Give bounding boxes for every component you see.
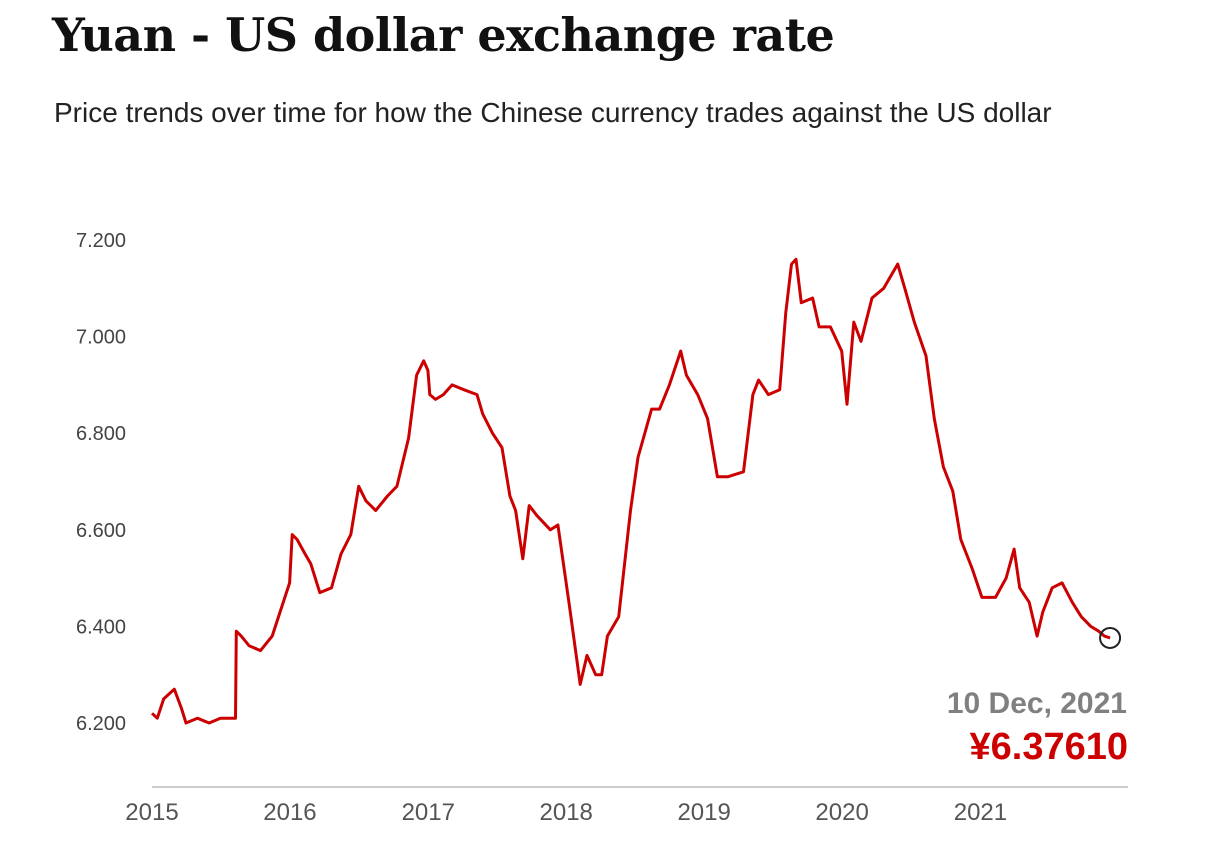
chart-subtitle: Price trends over time for how the Chine… (54, 97, 1052, 128)
x-tick-label: 2015 (125, 799, 178, 826)
y-tick-label: 6.400 (76, 616, 126, 638)
x-tick-label: 2016 (263, 799, 316, 826)
latest-value-label: ¥6.37610 (970, 726, 1129, 768)
y-tick-label: 7.000 (76, 327, 126, 349)
x-tick-label: 2017 (402, 799, 455, 826)
exchange-rate-line (150, 257, 1111, 725)
x-tick-label: 2018 (540, 799, 593, 826)
y-tick-label: 6.800 (76, 423, 126, 445)
y-tick-label: 7.200 (76, 230, 126, 252)
x-tick-label: 2021 (954, 799, 1007, 826)
x-axis-ticks: 2015 2016 2017 2018 2019 2020 2021 (125, 799, 1007, 826)
y-tick-label: 6.600 (76, 520, 126, 542)
x-tick-label: 2019 (677, 799, 730, 826)
y-axis-ticks: 6.200 6.400 6.600 6.800 7.000 7.200 (76, 230, 126, 735)
x-tick-label: 2020 (815, 799, 868, 826)
chart-title: Yuan - US dollar exchange rate (52, 8, 835, 62)
latest-point-marker[interactable] (1099, 626, 1122, 649)
y-tick-label: 6.200 (76, 713, 126, 735)
latest-date-label: 10 Dec, 2021 (947, 687, 1127, 720)
